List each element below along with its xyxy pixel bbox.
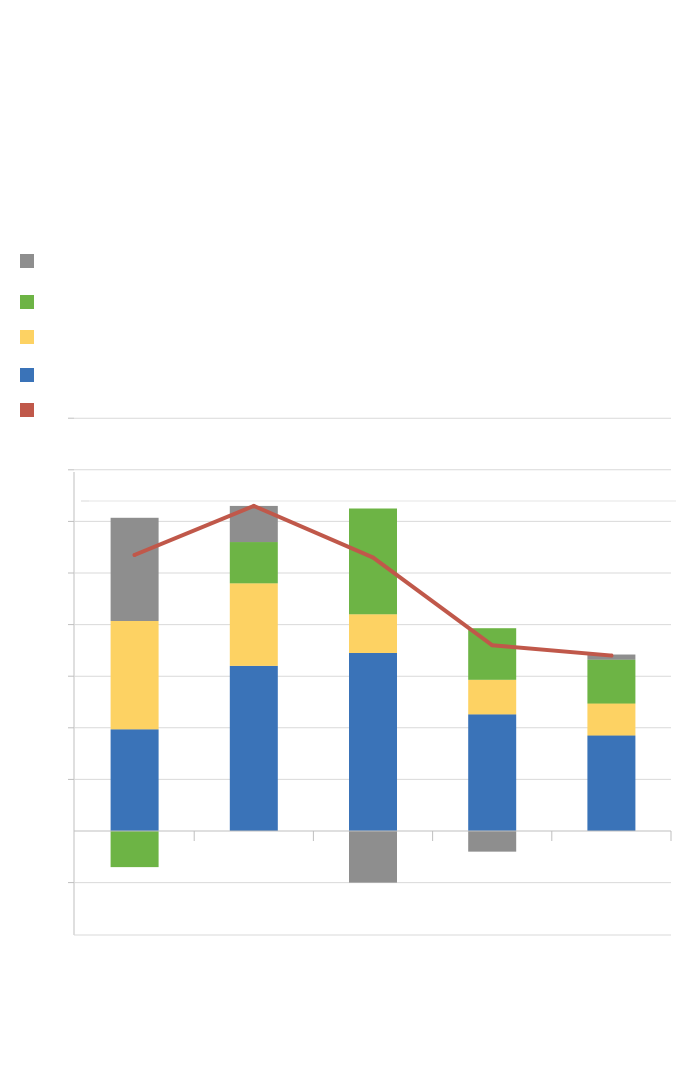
bar-blue-2 <box>229 665 278 831</box>
legend-swatch-blue <box>20 368 34 382</box>
bar-yellow-3 <box>349 614 397 653</box>
legend-swatch-gray <box>20 254 34 268</box>
line-point-red-3 <box>371 555 375 560</box>
legend-item-blue <box>20 368 220 384</box>
line-point-red-2 <box>251 503 256 508</box>
bar-blue-5 <box>587 735 636 831</box>
legend-item-gray <box>20 254 220 270</box>
bar-blue-3 <box>349 652 397 831</box>
bar-yellow-4 <box>468 679 517 715</box>
line-point-red-5 <box>609 653 614 658</box>
bar-green-4 <box>468 628 517 680</box>
line-point-red-4 <box>490 643 495 648</box>
bar-gray-4 <box>468 831 517 852</box>
bar-gray-1 <box>110 517 159 621</box>
bar-yellow-5 <box>587 703 636 736</box>
legend-swatch-yellow <box>20 330 34 344</box>
bar-blue-4 <box>468 714 517 831</box>
legend-item-yellow <box>20 330 220 346</box>
bar-blue-1 <box>110 729 159 831</box>
bar-green-1 <box>110 831 159 868</box>
line-point-red-1 <box>132 552 137 557</box>
bar-yellow-2 <box>229 583 278 666</box>
legend-item-green <box>20 295 220 311</box>
bar-green-2 <box>229 542 278 584</box>
legend-item-red <box>20 403 220 419</box>
bar-green-3 <box>349 508 397 615</box>
bar-yellow-1 <box>110 620 159 730</box>
bar-gray-3 <box>349 831 397 883</box>
bar-green-5 <box>587 659 636 704</box>
legend-swatch-green <box>20 295 34 309</box>
legend-swatch-red <box>20 403 34 417</box>
